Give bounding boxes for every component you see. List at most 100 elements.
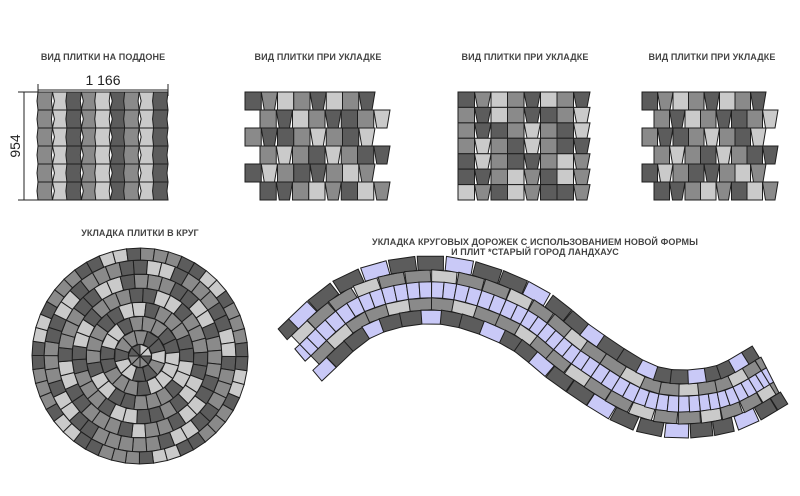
tile [36, 109, 54, 129]
tile [769, 381, 780, 396]
tile [293, 91, 311, 111]
tile [31, 354, 46, 371]
tile [308, 181, 326, 201]
tile [703, 127, 721, 147]
tile [340, 145, 358, 165]
tile [36, 145, 54, 165]
tile [540, 153, 558, 170]
tile [507, 106, 525, 124]
tile [36, 181, 54, 201]
tile [719, 127, 736, 147]
tile [325, 163, 343, 183]
tile [342, 91, 360, 111]
tile [749, 163, 767, 183]
tile [507, 168, 525, 186]
tile [260, 163, 279, 183]
tile [556, 137, 574, 155]
caption-path-line2: И ПЛИТ *СТАРЫЙ ГОРОД ЛАНДХАУС [451, 246, 619, 257]
tile [43, 355, 60, 371]
tile [31, 340, 46, 356]
tile [275, 145, 294, 165]
circle-tile-layout [31, 247, 249, 465]
tile [123, 181, 140, 201]
tile [118, 259, 135, 277]
tile [473, 168, 492, 186]
tile [656, 127, 674, 147]
tile [94, 181, 111, 201]
tile [715, 109, 733, 129]
tile [309, 163, 327, 183]
tile [457, 106, 475, 124]
tile [398, 309, 425, 328]
tile [746, 109, 763, 129]
tile [123, 145, 140, 165]
tile [556, 122, 574, 139]
tile [36, 91, 54, 111]
tile [656, 91, 674, 111]
width-label: 1 166 [85, 72, 120, 88]
tile [669, 369, 691, 385]
tile [307, 282, 340, 312]
tile [749, 127, 767, 147]
tile [94, 163, 111, 183]
tile [340, 181, 358, 201]
laying-block-3 [641, 91, 779, 201]
tile [65, 127, 82, 147]
tile [357, 109, 375, 129]
tile [292, 109, 310, 129]
tile [133, 273, 150, 289]
tile [94, 127, 111, 147]
tile [234, 356, 249, 372]
tile [473, 106, 492, 124]
tile [131, 437, 148, 453]
tile [641, 163, 658, 183]
tile [457, 122, 475, 139]
tile [36, 127, 54, 147]
tile [700, 109, 717, 129]
tile [325, 91, 343, 111]
tile [152, 91, 169, 111]
tile [152, 145, 169, 165]
tile [259, 181, 277, 201]
tile [641, 127, 658, 147]
tile [731, 181, 748, 201]
tile [112, 248, 129, 264]
tile [373, 145, 391, 165]
caption-laying-3: ВИД ПЛИТКИ ПРИ УКЛАДКЕ [649, 52, 776, 62]
tile [688, 127, 705, 147]
tile [138, 450, 155, 465]
tile [232, 328, 248, 345]
tile [761, 181, 779, 201]
tile [373, 109, 391, 129]
tile [490, 91, 508, 108]
tile [746, 181, 763, 201]
tile [556, 153, 574, 170]
tile [220, 341, 237, 357]
tile [540, 91, 558, 108]
tile [668, 109, 686, 129]
tile [731, 109, 748, 129]
tile [36, 163, 54, 183]
tile [275, 181, 294, 201]
tile [572, 122, 591, 139]
tile [152, 109, 169, 129]
tile [132, 259, 149, 275]
tile [123, 163, 140, 183]
tile [668, 145, 686, 165]
tile [473, 122, 492, 139]
width-dimension: 1 166 [37, 72, 169, 96]
tile [416, 255, 444, 271]
tile [672, 163, 689, 183]
tile [734, 127, 751, 147]
tile [556, 106, 574, 124]
tile [523, 122, 542, 139]
tile [672, 127, 689, 147]
tile [663, 422, 690, 439]
tile [668, 181, 686, 201]
tile [145, 435, 162, 453]
laying-block-2 [457, 91, 591, 201]
height-label: 954 [7, 134, 23, 158]
tile [734, 163, 751, 183]
tile [523, 184, 542, 201]
